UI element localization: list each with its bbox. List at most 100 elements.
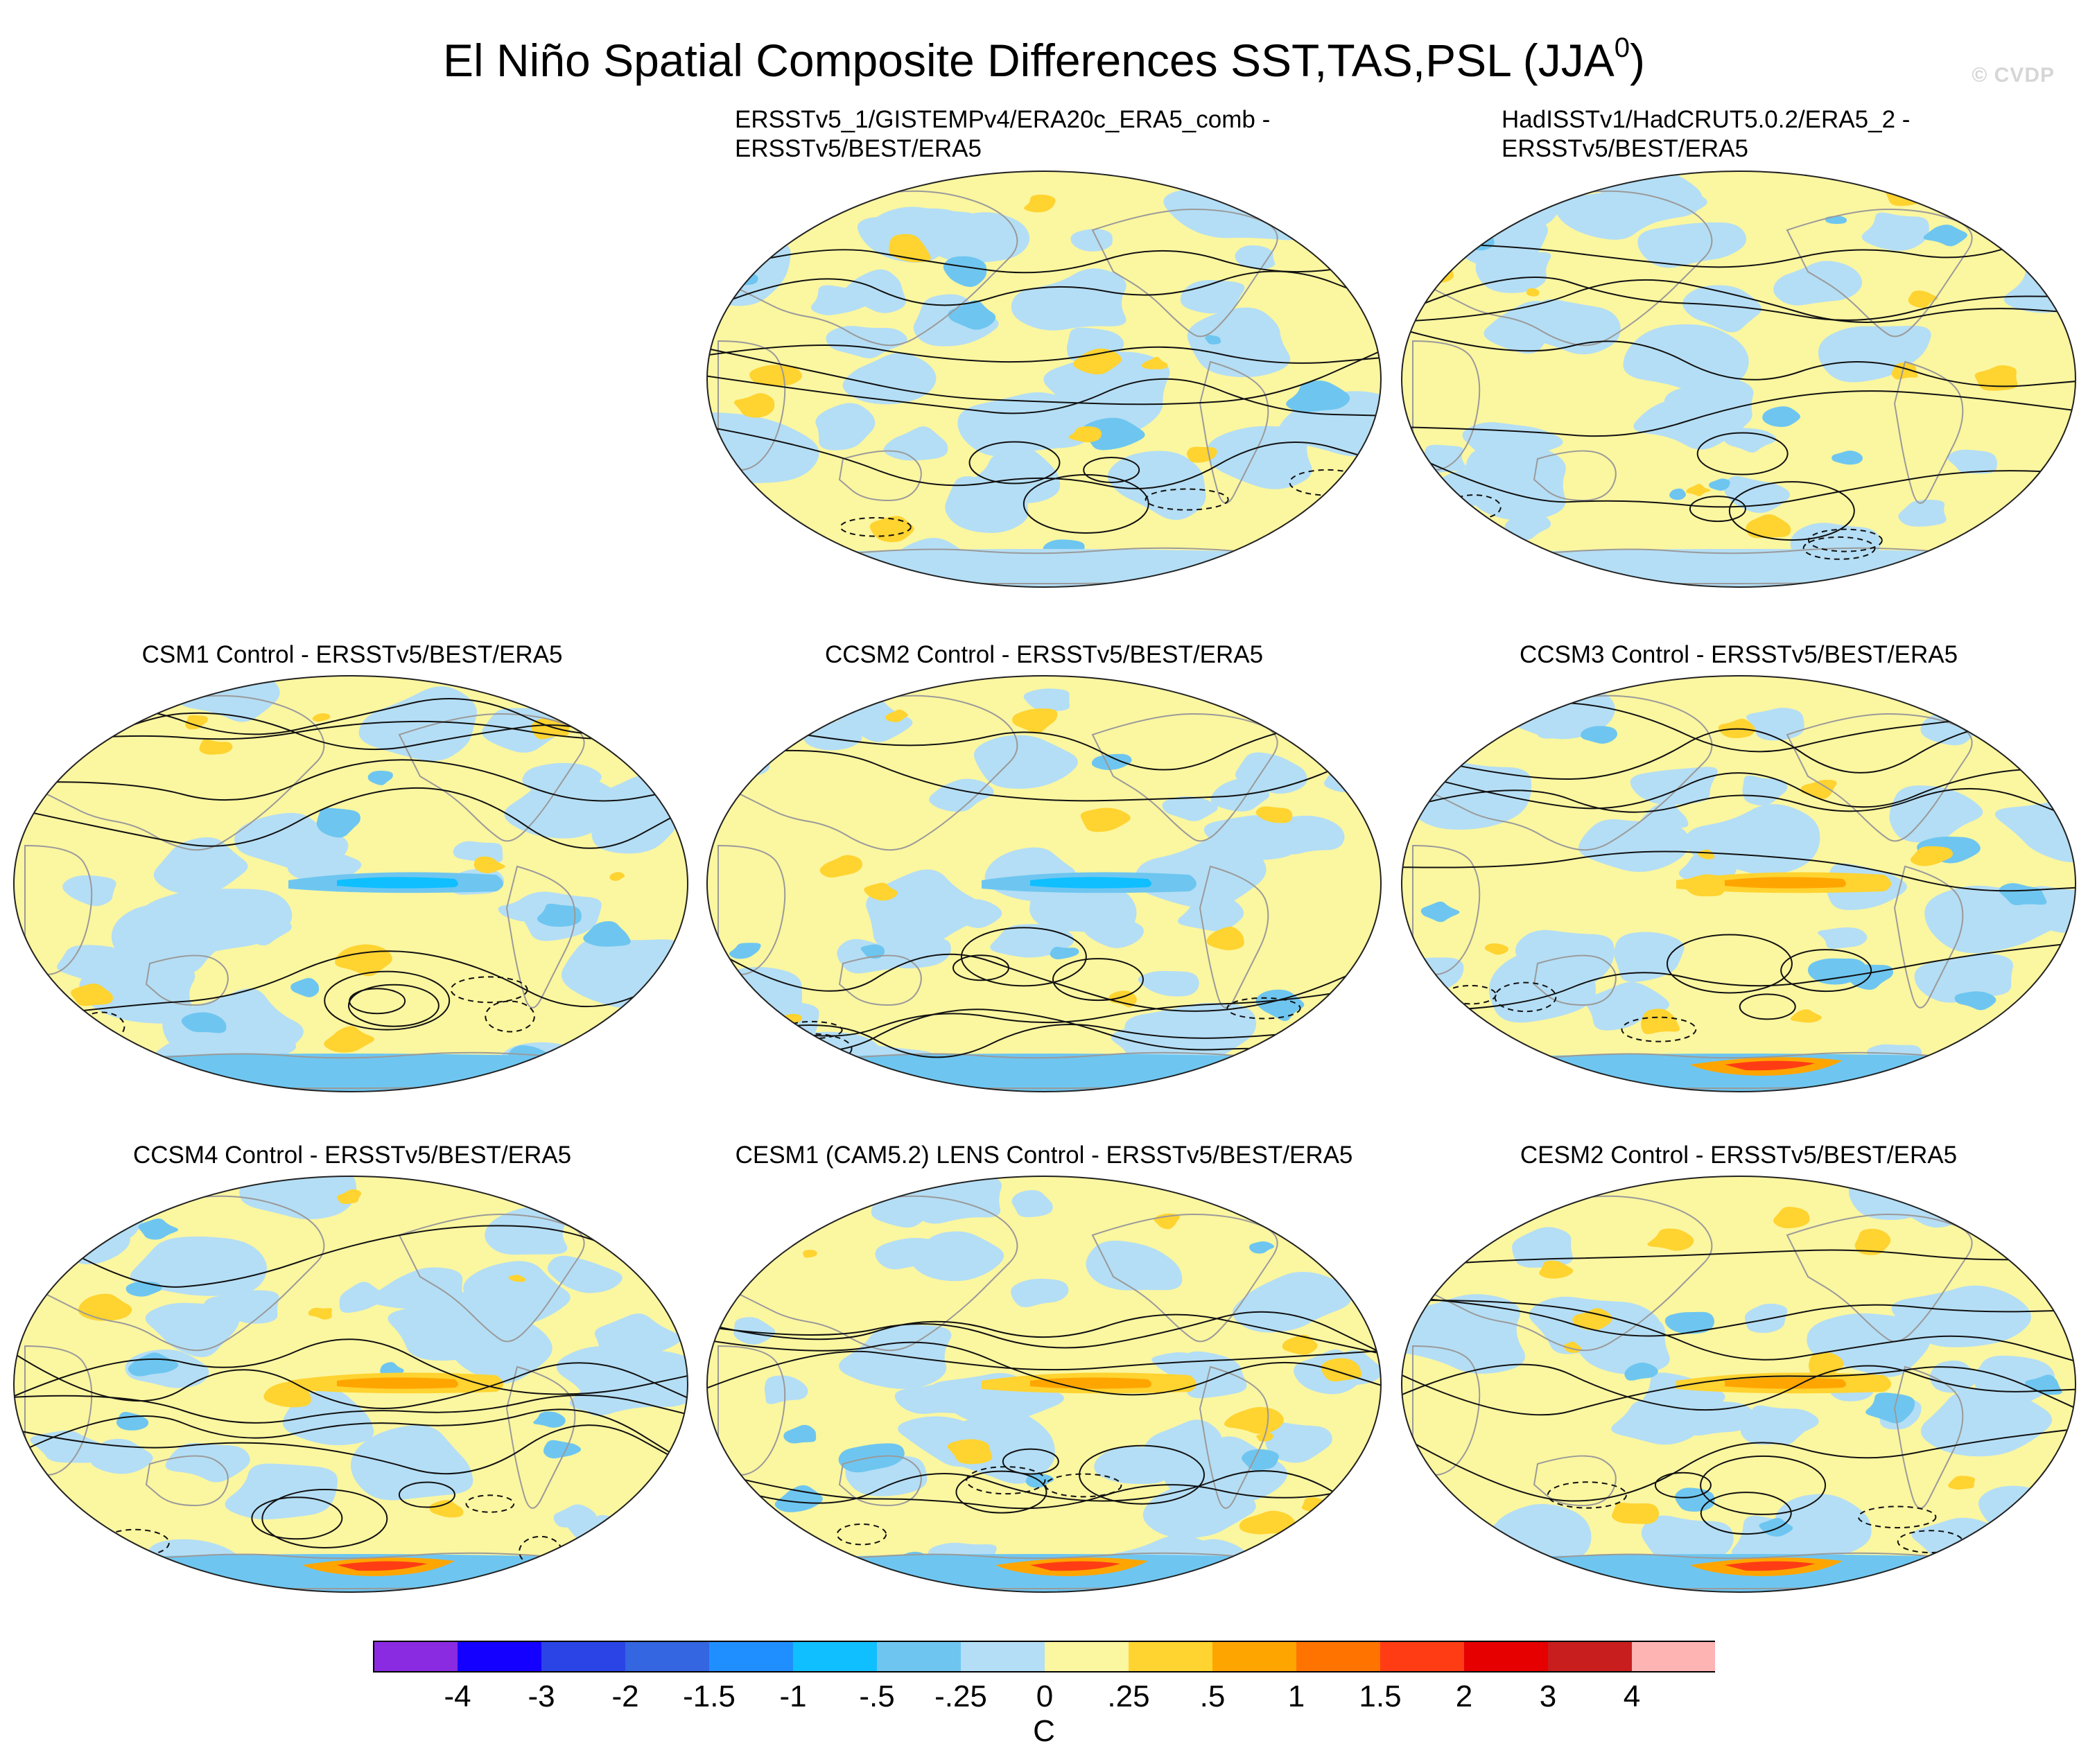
anomaly-warm-patch bbox=[1539, 1260, 1574, 1279]
anomaly-cool-patch bbox=[1954, 991, 1996, 1011]
anomaly-cool-patch bbox=[1094, 1447, 1167, 1484]
anomaly-cool-patch bbox=[1744, 1303, 1788, 1334]
anomaly-cool-patch bbox=[957, 392, 1097, 457]
psl-contour-negative bbox=[1802, 536, 1876, 560]
anomaly-cool-patch bbox=[165, 1442, 250, 1483]
anomaly-warm-patch bbox=[819, 855, 862, 878]
psl-contour bbox=[707, 743, 1381, 802]
psl-contour bbox=[1700, 1492, 1792, 1535]
map-canvas-ccsm4 bbox=[13, 1176, 688, 1593]
anomaly-warm-patch bbox=[1686, 483, 1711, 496]
psl-contour bbox=[707, 1339, 1381, 1396]
psl-contour bbox=[398, 1481, 455, 1508]
psl-contour bbox=[14, 1408, 688, 1470]
antarctic-warm-core bbox=[1030, 1561, 1120, 1571]
anomaly-warm-patch bbox=[1641, 1008, 1680, 1034]
psl-contour bbox=[1402, 1296, 2076, 1337]
anomaly-cool-patch bbox=[1181, 1351, 1247, 1399]
psl-contour bbox=[1402, 277, 2076, 321]
anomaly-cool-patch bbox=[369, 1267, 464, 1310]
colorbar-tick-label: 3 bbox=[1539, 1679, 1557, 1713]
psl-contour bbox=[952, 954, 1010, 981]
enso-tongue-core bbox=[1725, 877, 1846, 889]
psl-contour bbox=[707, 1350, 1381, 1390]
coastline bbox=[1533, 450, 1617, 502]
psl-contour bbox=[1402, 941, 2076, 1012]
anomaly-cool-patch bbox=[729, 943, 761, 959]
psl-contour bbox=[1402, 766, 2076, 810]
map-obs2 bbox=[1399, 168, 2078, 591]
anomaly-cool-patch bbox=[1011, 268, 1126, 331]
anomaly-cool-patch bbox=[181, 1012, 227, 1033]
coastline bbox=[1786, 1213, 1973, 1343]
anomaly-warm-patch bbox=[1790, 1009, 1822, 1023]
anomaly-warm-patch bbox=[2033, 692, 2076, 717]
anomaly-cool-patch bbox=[1232, 1271, 1352, 1333]
anomaly-cool-patch bbox=[747, 1034, 788, 1051]
psl-contour bbox=[1023, 473, 1149, 534]
anomaly-cool-patch bbox=[358, 686, 477, 761]
anomaly-cool-patch bbox=[1484, 301, 1572, 354]
colorbar-box bbox=[793, 1641, 877, 1672]
anomaly-cool-patch bbox=[1999, 883, 2047, 905]
anomaly-warm-patch bbox=[1068, 426, 1102, 443]
psl-contour bbox=[1402, 1366, 2076, 1416]
anomaly-cool-patch bbox=[1286, 381, 1350, 412]
psl-contour bbox=[707, 375, 1381, 417]
anomaly-warm-patch bbox=[1746, 514, 1791, 539]
anomaly-cool-patch bbox=[1585, 981, 1670, 1031]
anomaly-cool-patch bbox=[783, 1424, 817, 1444]
psl-contour bbox=[14, 759, 688, 802]
colorbar-box bbox=[1464, 1641, 1548, 1672]
psl-contour bbox=[1402, 214, 2076, 268]
colorbar-box bbox=[458, 1641, 541, 1672]
psl-contour bbox=[1700, 1455, 1827, 1515]
anomaly-warm-patch bbox=[324, 1026, 375, 1053]
anomaly-warm-patch bbox=[1948, 1476, 1976, 1490]
anomaly-cool-patch bbox=[1611, 1398, 1705, 1445]
psl-contour-negative bbox=[485, 1000, 535, 1033]
psl-contour bbox=[261, 1488, 388, 1548]
anomaly-warm-patch bbox=[312, 713, 331, 722]
coastline bbox=[1533, 1455, 1617, 1507]
colorbar-box bbox=[625, 1641, 709, 1672]
anomaly-cool-patch bbox=[62, 875, 116, 907]
anomaly-cool-patch bbox=[1614, 932, 1685, 982]
anomaly-cool-patch bbox=[1793, 273, 1831, 292]
coastline bbox=[1786, 208, 1973, 338]
coastline bbox=[1199, 360, 1269, 504]
anomaly-cool-patch bbox=[1091, 753, 1132, 770]
psl-contour bbox=[1002, 1448, 1059, 1475]
colorbar-box bbox=[877, 1641, 961, 1672]
anomaly-cool-patch bbox=[1709, 478, 1730, 491]
anomaly-cool-patch bbox=[1865, 1392, 1915, 1424]
psl-contour-negative bbox=[1857, 1505, 1937, 1529]
anomaly-cool-patch bbox=[1970, 550, 2047, 587]
anomaly-cool-patch bbox=[1107, 451, 1206, 521]
coastline bbox=[1091, 1213, 1278, 1343]
anomaly-cool-patch bbox=[1623, 324, 1749, 394]
anomaly-cool-patch bbox=[1187, 307, 1291, 378]
antarctic-warm-core bbox=[1725, 1561, 1815, 1571]
colorbar-units: C bbox=[1033, 1714, 1055, 1748]
anomaly-cool-patch bbox=[1011, 1278, 1069, 1308]
psl-contour bbox=[707, 270, 1381, 311]
anomaly-warm-patch bbox=[947, 1439, 993, 1465]
anomaly-cool-patch bbox=[153, 837, 248, 895]
colorbar-box bbox=[709, 1641, 793, 1672]
anomaly-cool-patch bbox=[553, 1504, 597, 1528]
anomaly-cool-patch bbox=[485, 1206, 570, 1255]
anomaly-cool-patch bbox=[1664, 377, 1754, 433]
panel-title-cesm2: CESM2 Control - ERSSTv5/BEST/ERA5 bbox=[1520, 1142, 1958, 1169]
anomaly-cool-patch bbox=[316, 807, 360, 838]
colorbar-tick-label: -4 bbox=[444, 1679, 471, 1713]
anomaly-warm-patch bbox=[1885, 180, 1933, 207]
anomaly-cool-patch bbox=[707, 967, 803, 1039]
anomaly-cool-patch bbox=[1723, 428, 1777, 453]
anomaly-cool-patch bbox=[1914, 953, 2014, 1003]
psl-contour bbox=[960, 927, 1087, 987]
map-border bbox=[706, 1176, 1382, 1593]
anomaly-cool-patch bbox=[592, 1513, 664, 1550]
anomaly-cool-patch bbox=[1249, 1241, 1275, 1254]
map-ccsm3 bbox=[1399, 672, 2078, 1095]
